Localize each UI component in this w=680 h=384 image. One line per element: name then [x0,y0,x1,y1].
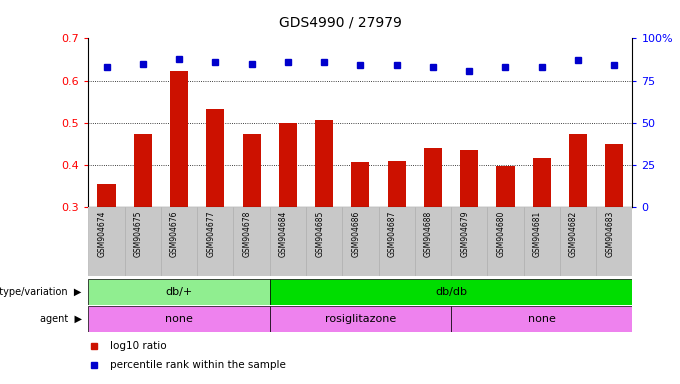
Bar [270,207,306,276]
Bar [424,148,442,207]
Bar [134,134,152,207]
Bar [488,207,524,276]
Bar [88,279,270,305]
Text: GSM904688: GSM904688 [424,211,433,257]
Bar [97,184,116,207]
Bar [596,207,632,276]
Bar [161,207,197,276]
Bar [352,162,369,207]
Bar [388,161,406,207]
Bar [460,150,478,207]
Text: genotype/variation  ▶: genotype/variation ▶ [0,287,82,297]
Bar [170,71,188,207]
Bar [88,306,270,332]
Bar [569,134,587,207]
Bar [379,207,415,276]
Text: GSM904678: GSM904678 [243,211,252,257]
Text: GSM904684: GSM904684 [279,211,288,257]
Text: GSM904677: GSM904677 [206,211,216,257]
Text: GSM904685: GSM904685 [315,211,324,257]
Text: db/+: db/+ [165,287,192,297]
Text: GSM904674: GSM904674 [97,211,107,257]
Bar [532,157,551,207]
Bar [88,207,124,276]
Text: GSM904680: GSM904680 [496,211,505,257]
Text: agent  ▶: agent ▶ [39,314,82,324]
Bar [451,306,632,332]
Bar [233,207,270,276]
Bar [315,120,333,207]
Bar [197,207,233,276]
Bar [342,207,379,276]
Bar [270,279,632,305]
Text: GDS4990 / 27979: GDS4990 / 27979 [279,15,401,29]
Bar [279,123,297,207]
Text: none: none [528,314,556,324]
Bar [243,134,260,207]
Bar [306,207,342,276]
Text: rosiglitazone: rosiglitazone [325,314,396,324]
Bar [415,207,451,276]
Text: GSM904679: GSM904679 [460,211,469,257]
Text: none: none [165,314,193,324]
Bar [270,306,451,332]
Text: GSM904681: GSM904681 [532,211,542,257]
Text: GSM904682: GSM904682 [569,211,578,257]
Bar [451,207,488,276]
Text: log10 ratio: log10 ratio [110,341,167,351]
Text: percentile rank within the sample: percentile rank within the sample [110,360,286,370]
Bar [124,207,161,276]
Bar [524,207,560,276]
Bar [560,207,596,276]
Text: db/db: db/db [435,287,467,297]
Bar [206,109,224,207]
Text: GSM904676: GSM904676 [170,211,179,257]
Text: GSM904675: GSM904675 [134,211,143,257]
Text: GSM904686: GSM904686 [352,211,360,257]
Text: GSM904687: GSM904687 [388,211,396,257]
Bar [496,166,515,207]
Bar [605,144,624,207]
Text: GSM904683: GSM904683 [605,211,614,257]
